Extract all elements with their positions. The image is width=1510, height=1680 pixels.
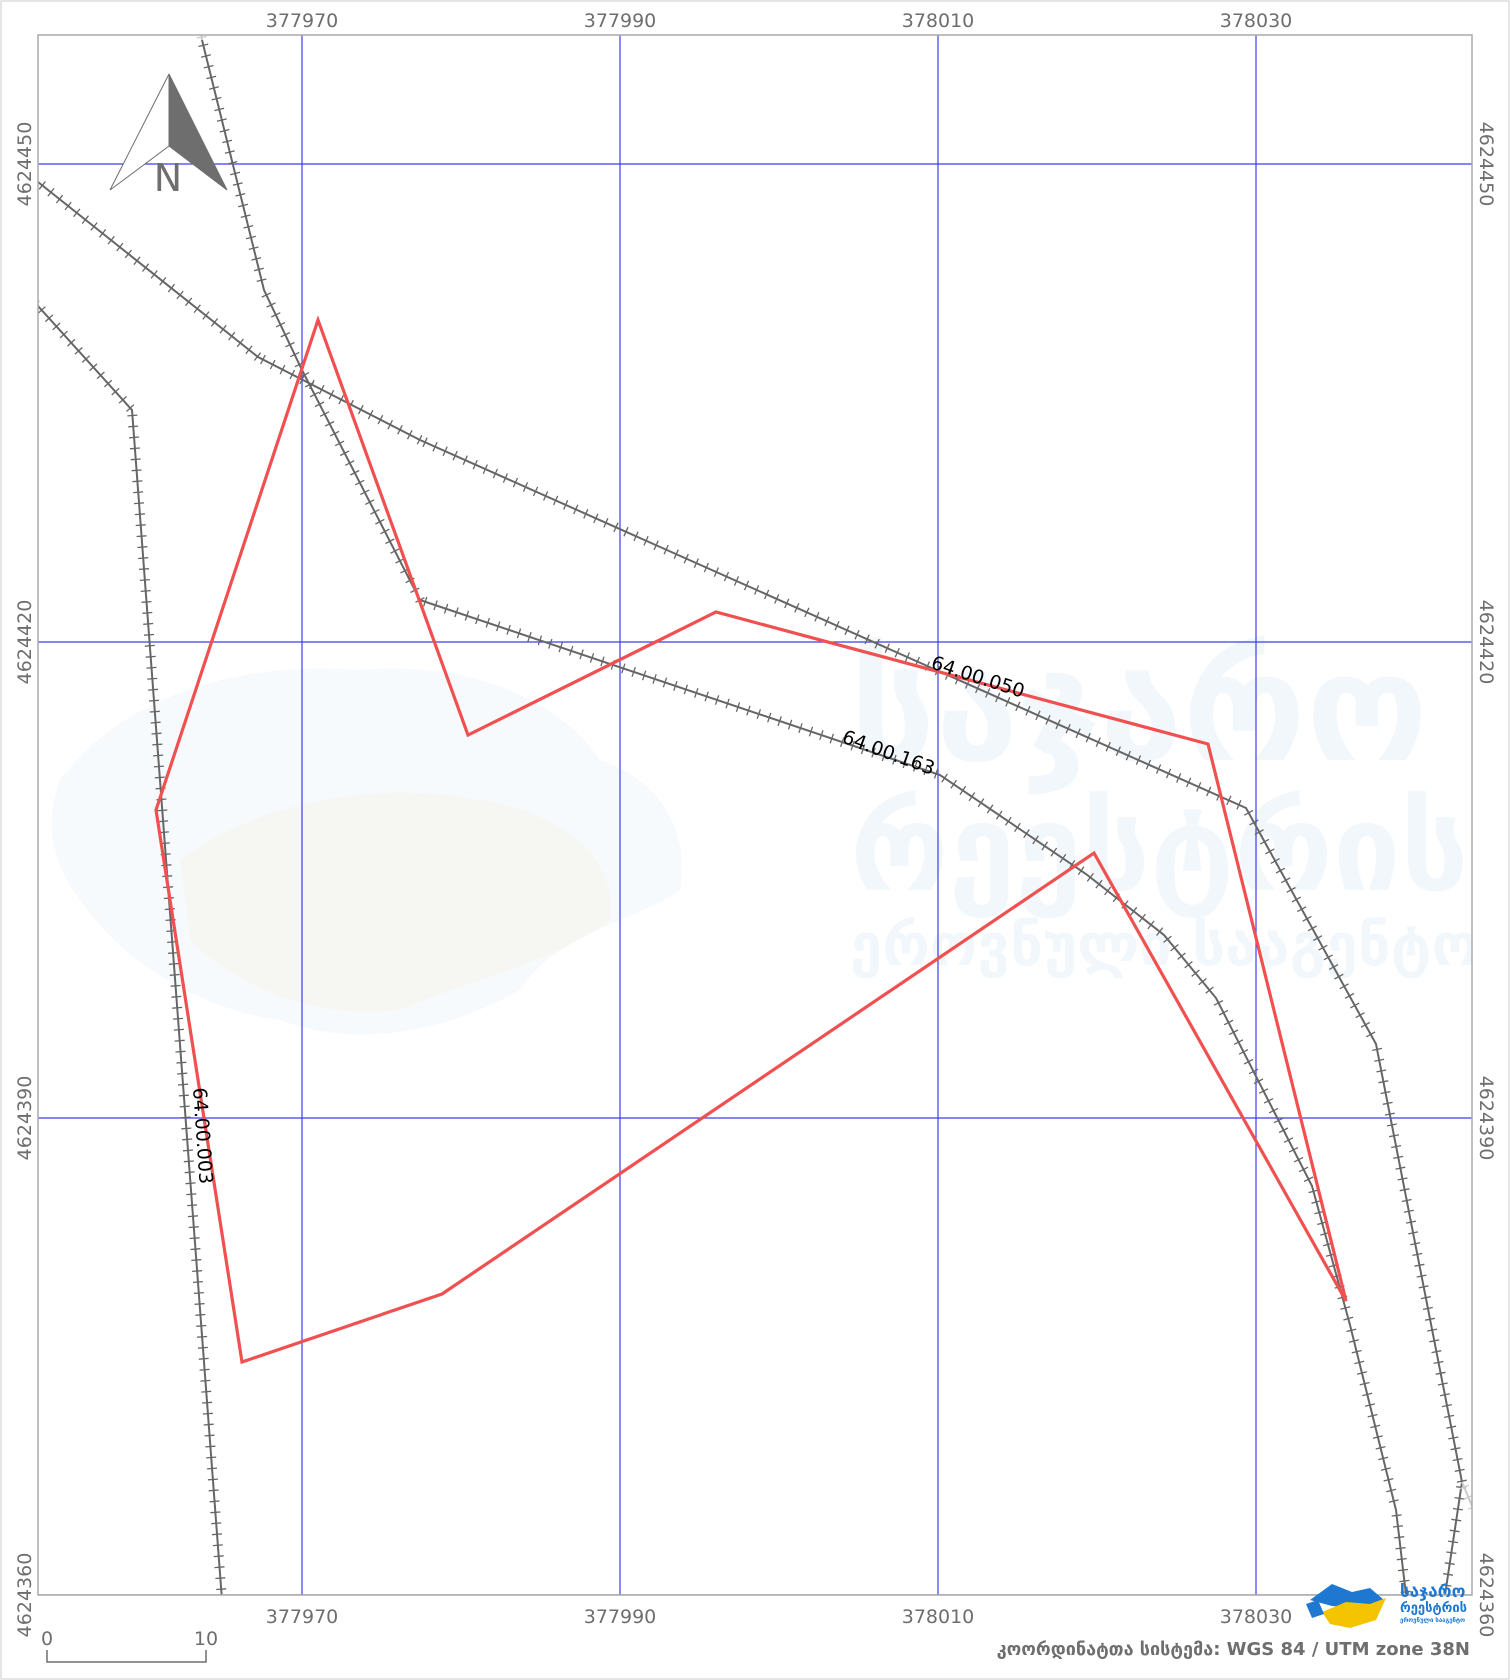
crs-label: კოორდინატთა სისტემა: WGS 84 / UTM zone 3… bbox=[997, 1639, 1470, 1660]
easting-label: 378030 bbox=[1220, 10, 1293, 32]
easting-label: 378010 bbox=[902, 1606, 975, 1628]
easting-label: 378030 bbox=[1220, 1606, 1293, 1628]
easting-label: 378010 bbox=[902, 10, 975, 32]
scale-bar-start-label: 0 bbox=[41, 1628, 53, 1650]
northing-label: 4624450 bbox=[14, 122, 36, 207]
watermark-line-3: ეროვნული სააგენტო bbox=[850, 911, 1479, 979]
north-arrow-label: N bbox=[154, 156, 182, 200]
northing-label: 4624360 bbox=[1475, 1553, 1497, 1638]
logo-line-3: ეროვნული სააგენტო bbox=[1400, 1617, 1465, 1624]
northing-label: 4624420 bbox=[1475, 600, 1497, 685]
easting-label: 377970 bbox=[266, 10, 339, 32]
easting-label: 377990 bbox=[584, 1606, 657, 1628]
northing-label: 4624360 bbox=[14, 1553, 36, 1638]
easting-label: 377990 bbox=[584, 10, 657, 32]
scale-bar-end-label: 10 bbox=[194, 1628, 218, 1650]
northing-label: 4624450 bbox=[1475, 122, 1497, 207]
northing-label: 4624390 bbox=[1475, 1076, 1497, 1161]
northing-label: 4624390 bbox=[14, 1076, 36, 1161]
watermark-line-2: რეესტრის bbox=[850, 780, 1469, 919]
logo-line-2: რეესტრის bbox=[1400, 1601, 1467, 1616]
northing-label: 4624420 bbox=[14, 600, 36, 685]
easting-label: 377970 bbox=[266, 1606, 339, 1628]
logo-line-1: საჯარო bbox=[1400, 1582, 1466, 1602]
